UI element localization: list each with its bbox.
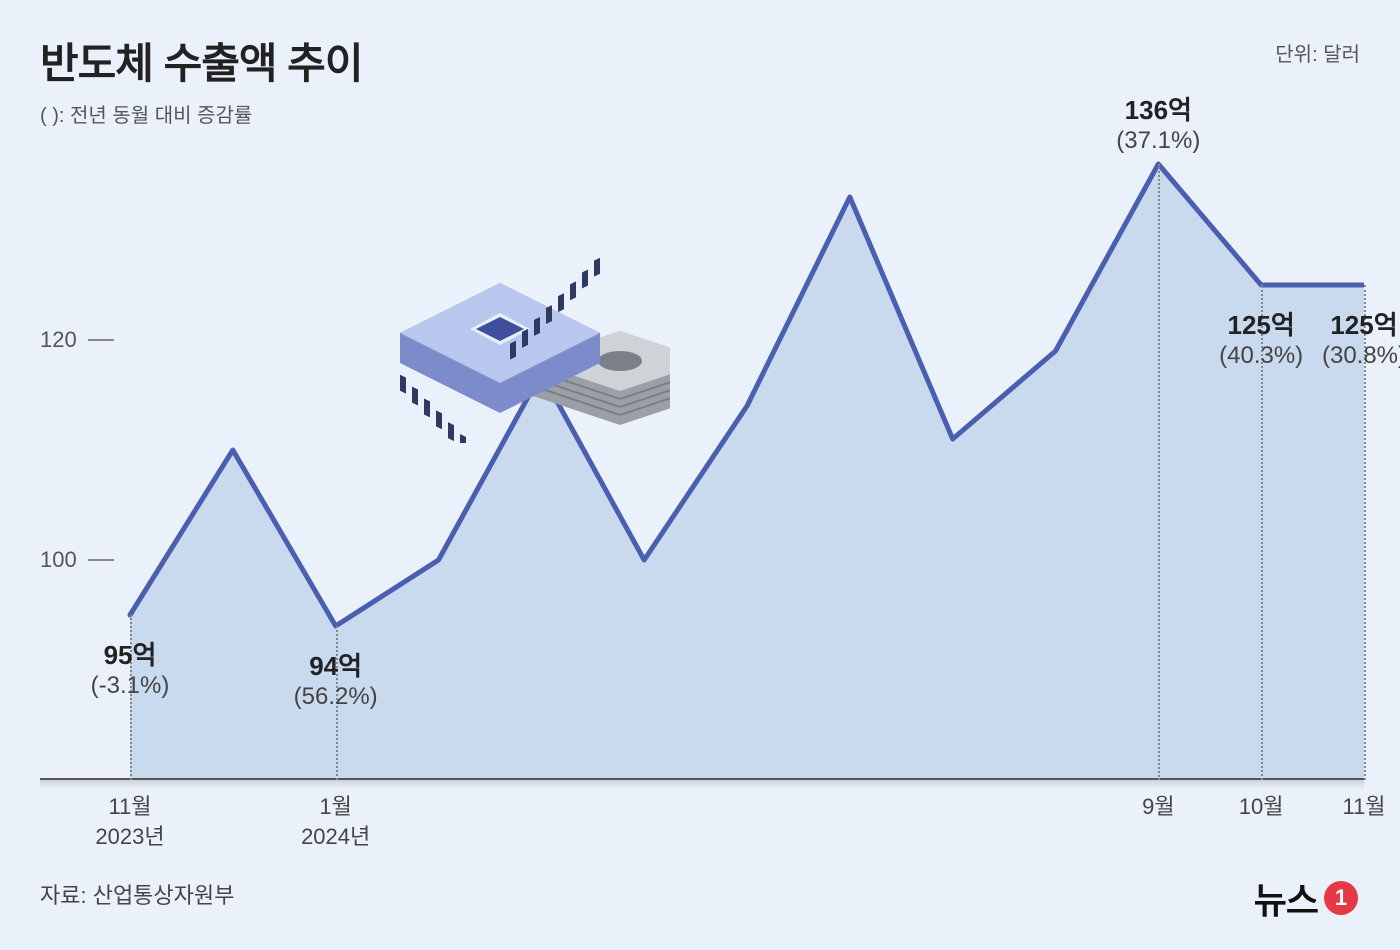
- x-tick-label: 11월: [1342, 792, 1385, 822]
- guide-vline: [1158, 164, 1160, 780]
- logo-text: 뉴스: [1254, 872, 1318, 924]
- publisher-logo: 뉴스 1: [1254, 872, 1358, 924]
- x-tick-label: 9월: [1142, 792, 1174, 822]
- data-point-label: 125억(30.8%): [1322, 305, 1400, 370]
- y-tick-mark: [88, 559, 114, 561]
- data-point-label: 95억(-3.1%): [91, 635, 170, 700]
- y-tick-label: 100: [40, 547, 77, 573]
- data-point-label: 94억(56.2%): [294, 646, 378, 711]
- x-axis-shadow: [40, 780, 1364, 790]
- chart-unit: 단위: 달러: [1275, 38, 1360, 67]
- x-tick-label: 11월2023년: [95, 792, 164, 851]
- logo-badge: 1: [1324, 881, 1358, 915]
- data-point-label: 136억(37.1%): [1116, 90, 1200, 155]
- line-area-chart: [40, 120, 1364, 780]
- chart-plot-area: 10012011월2023년95억(-3.1%)1월2024년94억(56.2%…: [40, 120, 1364, 780]
- chart-title: 반도체 수출액 추이: [40, 30, 1360, 91]
- data-point-label: 125억(40.3%): [1219, 305, 1303, 370]
- x-tick-label: 1월2024년: [301, 792, 370, 851]
- chart-source: 자료: 산업통상자원부: [40, 878, 234, 910]
- y-tick-label: 120: [40, 327, 77, 353]
- x-tick-label: 10월: [1239, 792, 1284, 822]
- y-tick-mark: [88, 339, 114, 341]
- chip-cash-icon: [370, 243, 670, 443]
